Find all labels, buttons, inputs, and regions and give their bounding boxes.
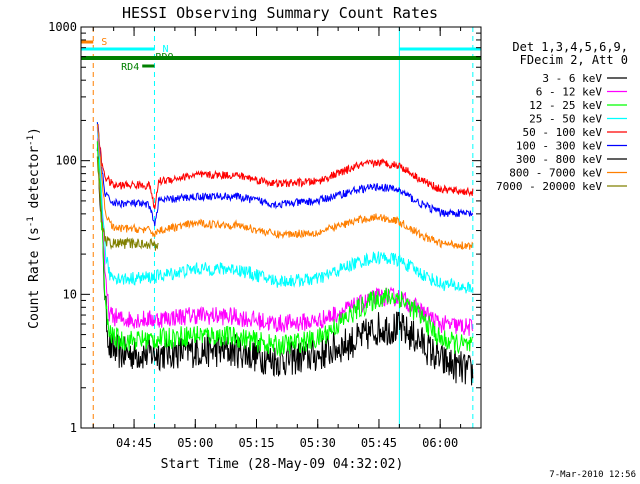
legend-entry-label: 100 - 300 keV <box>516 140 602 153</box>
y-tick-label: 100 <box>55 154 77 168</box>
legend-header-line: Det 1,3,4,5,6,9, <box>512 40 628 54</box>
y-label-sup: -1 <box>26 216 36 227</box>
x-tick-label: 05:45 <box>361 436 397 450</box>
y-axis-label: Count Rate (s-1 detector-1) <box>26 127 42 329</box>
series-line <box>96 121 474 294</box>
saa-flag-label: S <box>101 37 107 48</box>
x-axis-label: Start Time (28-May-09 04:32:02) <box>161 457 404 472</box>
legend-entry-label: 6 - 12 keV <box>536 86 603 99</box>
rd4-flag-label: RD4 <box>121 62 139 73</box>
y-tick-label: 1000 <box>48 20 77 34</box>
legend-entry-label: 300 - 800 keV <box>516 153 602 166</box>
legend-header-line: FDecim 2, Att 0 <box>520 53 628 67</box>
series-line <box>96 156 159 251</box>
legend-entry-label: 800 - 7000 keV <box>509 167 602 180</box>
footer-date: 7-Mar-2010 12:56 <box>549 470 636 480</box>
series-line <box>96 137 474 386</box>
legend-entry-label: 25 - 50 keV <box>529 113 602 126</box>
legend-entry-label: 3 - 6 keV <box>542 72 602 85</box>
legend-entry-label: 50 - 100 keV <box>523 126 603 139</box>
night-flag-label: N <box>162 44 168 55</box>
series-line <box>96 124 474 251</box>
y-label-part: detector <box>27 146 42 217</box>
y-label-part: ) <box>27 127 42 135</box>
series-line <box>96 122 474 227</box>
plot-frame <box>80 26 482 429</box>
y-tick-label: 1 <box>70 421 77 435</box>
series-line <box>96 141 473 357</box>
x-tick-label: 04:45 <box>116 436 152 450</box>
chart-title: HESSI Observing Summary Count Rates <box>122 4 438 22</box>
y-tick-label: 10 <box>63 287 77 301</box>
x-tick-label: 05:15 <box>238 436 274 450</box>
series-line <box>96 123 474 210</box>
x-tick-label: 06:00 <box>422 436 458 450</box>
legend-entry-label: 12 - 25 keV <box>529 99 602 112</box>
y-label-sup: -1 <box>26 135 36 146</box>
rdo-flag-label: RDO <box>155 52 173 63</box>
legend: Det 1,3,4,5,6,9, FDecim 2, Att 0 3 - 6 k… <box>496 40 628 193</box>
x-tick-label: 05:00 <box>177 436 213 450</box>
legend-entry-label: 7000 - 20000 keV <box>496 180 602 193</box>
x-tick-label: 05:30 <box>300 436 336 450</box>
y-label-part: Count Rate (s <box>27 227 42 329</box>
